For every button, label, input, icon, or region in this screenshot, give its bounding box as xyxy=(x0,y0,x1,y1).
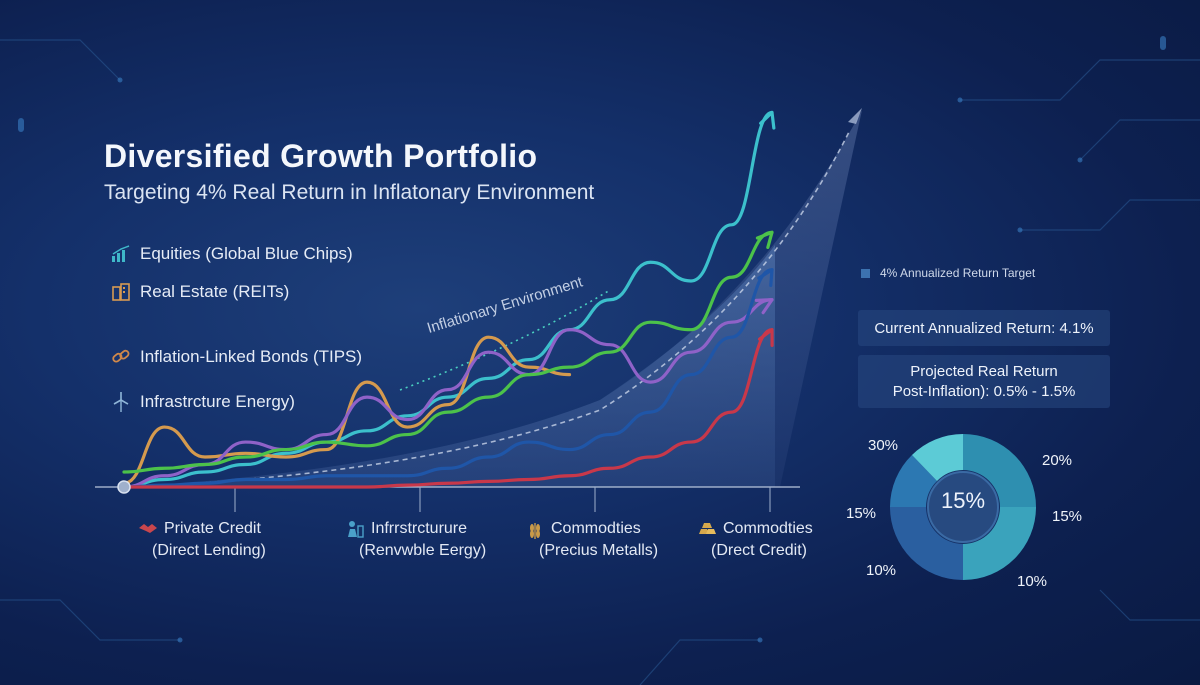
category-infrastructure: Infrrstrcturure (Renvwble Eergy) xyxy=(345,518,486,562)
series-line-3 xyxy=(122,230,774,474)
chart-title: Diversified Growth Portfolio xyxy=(104,138,538,174)
category-sublabel: (Drect Credit) xyxy=(711,542,808,559)
legend-item-real-estate: Real Estate (REITs) xyxy=(110,280,289,304)
category-sublabel: (Precius Metalls) xyxy=(539,542,659,559)
donut-segment xyxy=(963,434,1036,507)
link-icon xyxy=(110,347,132,367)
series-arrow-2 xyxy=(754,298,774,315)
donut-label: 10% xyxy=(1017,573,1048,590)
category-label: Infrrstrcturure xyxy=(371,520,468,537)
wheat-icon xyxy=(525,520,545,539)
target-label: 4% Annualized Return Target xyxy=(880,266,1036,280)
donut-segment xyxy=(912,434,963,481)
legend-label: Equities (Global Blue Chips) xyxy=(140,244,353,263)
environment-arrow-icon xyxy=(848,108,862,124)
category-label: Commodties xyxy=(723,520,813,537)
projected-line-1: Projected Real Return xyxy=(910,363,1058,380)
category-commodities-credit: Commodties (Drect Credit) xyxy=(697,518,813,562)
donut-label: 30% xyxy=(868,437,899,454)
donut-center-label: 15% xyxy=(940,488,986,513)
donut-segment xyxy=(890,455,937,507)
legend-item-infrastructure: Infrastrcture Energy) xyxy=(110,390,295,414)
gold-bars-icon xyxy=(697,520,717,538)
wind-turbine-icon xyxy=(110,392,132,412)
projected-line-2: Post-Inflation): 0.5% - 1.5% xyxy=(892,383,1076,400)
chart-subtitle: Targeting 4% Real Return in Inflatonary … xyxy=(104,181,595,204)
series-arrow-5 xyxy=(757,328,774,347)
current-return-box: Current Annualized Return: 4.1% xyxy=(858,310,1110,346)
donut-label: 10% xyxy=(866,562,897,579)
legend-label: Infrastrcture Energy) xyxy=(140,392,295,411)
projected-return-box: Projected Real Return Post-Inflation): 0… xyxy=(858,355,1110,408)
handshake-icon xyxy=(138,520,158,538)
series-line-4 xyxy=(122,268,774,489)
bar-chart-icon xyxy=(110,244,132,264)
inflation-dotted-line xyxy=(399,289,611,391)
environment-dashed-line xyxy=(124,129,851,488)
building-icon xyxy=(110,282,132,302)
series-arrow-0 xyxy=(759,110,776,130)
donut-label: 20% xyxy=(1042,452,1073,469)
category-private-credit: Private Credit (Direct Lending) xyxy=(138,518,266,562)
category-label: Private Credit xyxy=(164,520,261,537)
category-commodities-metals: Commodties (Precius Metalls) xyxy=(525,518,658,562)
donut-segment xyxy=(890,507,963,580)
series-line-5 xyxy=(122,328,774,489)
target-swatch xyxy=(861,268,870,278)
series-arrow-3 xyxy=(755,230,774,249)
series-line-1 xyxy=(122,335,572,485)
category-label: Commodties xyxy=(551,520,641,537)
donut-segment xyxy=(963,507,1036,580)
legend-label: Inflation-Linked Bonds (TIPS) xyxy=(140,347,363,366)
legend-item-bonds: Inflation-Linked Bonds (TIPS) xyxy=(110,345,362,369)
series-line-2 xyxy=(122,298,774,489)
category-sublabel: (Direct Lending) xyxy=(152,542,266,559)
origin-marker xyxy=(117,480,131,494)
donut-label: 15% xyxy=(846,505,877,522)
return-target-legend: 4% Annualized Return Target xyxy=(861,266,1035,280)
donut-label: 15% xyxy=(1052,508,1083,525)
series-arrow-4 xyxy=(757,268,774,287)
person-building-icon xyxy=(345,520,365,538)
series-line-0 xyxy=(122,110,774,489)
legend-label: Real Estate (REITs) xyxy=(140,282,290,301)
category-sublabel: (Renvwble Eergy) xyxy=(359,542,487,559)
legend-item-equities: Equities (Global Blue Chips) xyxy=(110,242,353,266)
environment-area xyxy=(125,245,775,487)
